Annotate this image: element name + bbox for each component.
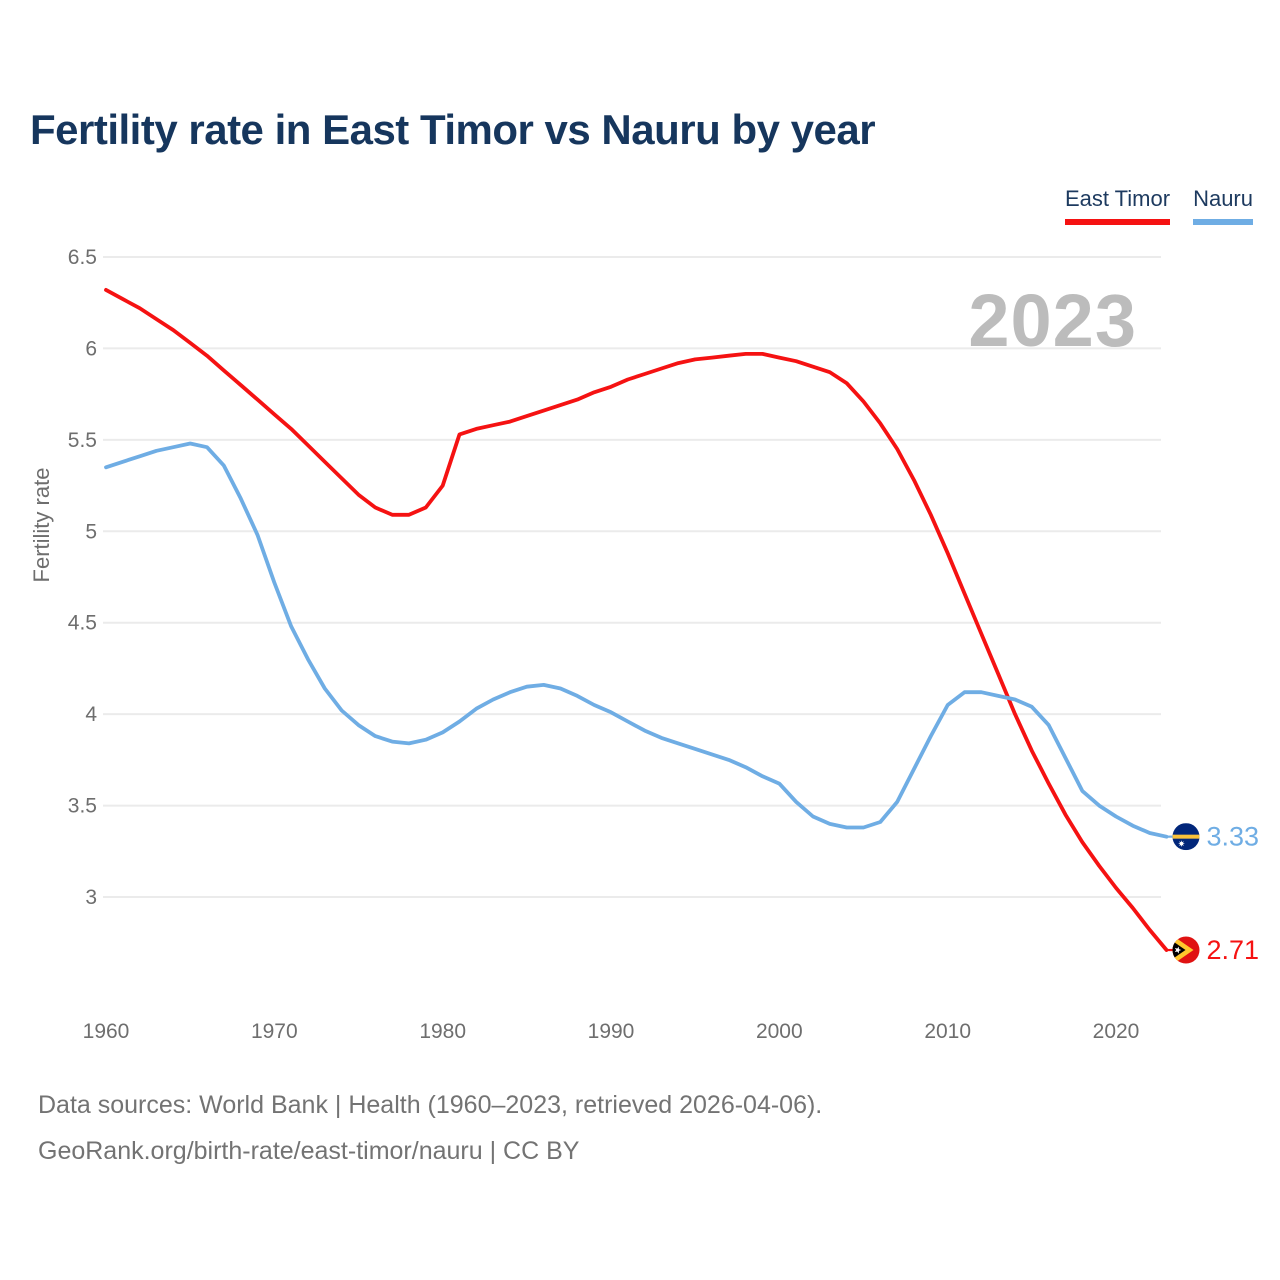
x-tick-label: 1990 (588, 1020, 635, 1043)
nauru-flag-icon (1172, 823, 1200, 851)
end-value-label-nauru: 3.33 (1207, 822, 1260, 852)
legend-item-nauru[interactable]: Nauru (1193, 186, 1253, 225)
y-tick-label: 3.5 (68, 795, 97, 818)
x-tick-label: 2000 (756, 1020, 803, 1043)
series-line-east-timor[interactable] (104, 287, 1169, 952)
legend-label-east-timor: East Timor (1064, 186, 1171, 211)
footer-attribution-line: GeoRank.org/birth-rate/east-timor/nauru … (38, 1137, 580, 1165)
y-tick-label: 4.5 (68, 612, 97, 635)
east-timor-flag-icon (1172, 936, 1200, 964)
legend-item-east-timor[interactable]: East Timor (1064, 186, 1171, 225)
y-tick-label: 4 (85, 703, 97, 726)
legend-label-nauru: Nauru (1193, 186, 1253, 211)
legend: East Timor Nauru (1064, 186, 1253, 225)
series-line-nauru[interactable] (104, 441, 1169, 839)
x-tick-label: 2020 (1093, 1020, 1140, 1043)
chart-footer: Data sources: World Bank | Health (1960–… (38, 1082, 822, 1174)
footer-sources-line: Data sources: World Bank | Health (1960–… (38, 1091, 823, 1119)
end-value-label-east-timor: 2.71 (1207, 935, 1260, 965)
x-tick-label: 1970 (251, 1020, 298, 1043)
x-tick-label: 1960 (83, 1020, 130, 1043)
y-tick-label: 5 (85, 520, 97, 543)
x-tick-label: 2010 (924, 1020, 971, 1043)
x-tick-label: 1980 (419, 1020, 466, 1043)
y-tick-label: 3 (85, 886, 97, 909)
chart-title: Fertility rate in East Timor vs Nauru by… (30, 106, 876, 153)
y-tick-label: 6 (85, 337, 97, 360)
y-tick-label: 5.5 (68, 429, 97, 452)
y-tick-label: 6.5 (68, 246, 97, 269)
